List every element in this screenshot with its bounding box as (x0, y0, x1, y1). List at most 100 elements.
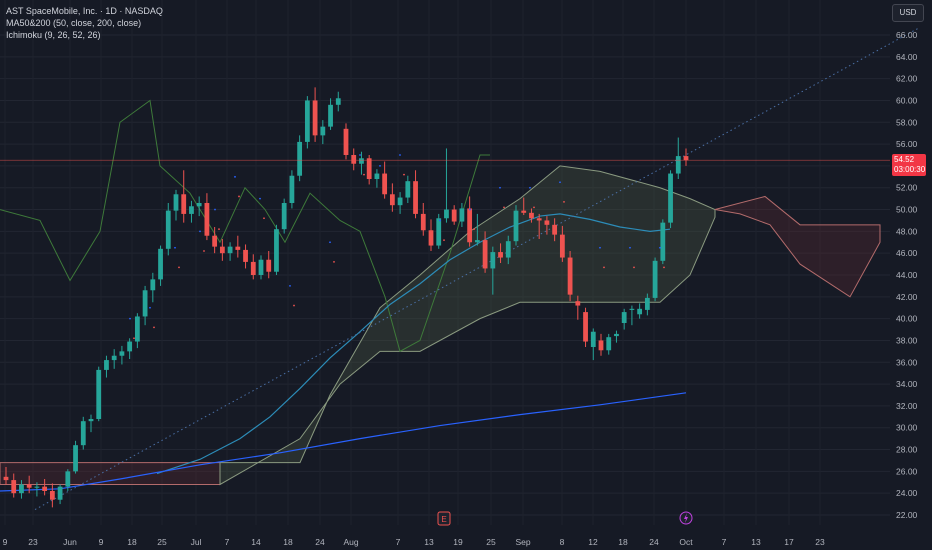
candle-body (467, 208, 473, 243)
y-tick-label: 66.00 (896, 30, 918, 40)
y-tick-label: 60.00 (896, 95, 918, 105)
kijun-dot (293, 304, 295, 307)
earnings-marker-label: E (441, 515, 446, 524)
candle-body (320, 126, 326, 136)
candle-body (19, 484, 24, 494)
ma-indicator-label[interactable]: MA50&200 (50, close, 200, close) (6, 18, 142, 28)
y-tick-label: 32.00 (896, 401, 918, 411)
x-tick-label: 23 (815, 537, 825, 547)
ichimoku-lagging-span (0, 99, 490, 353)
candle-body (189, 206, 194, 214)
earnings-marker (437, 511, 451, 526)
kijun-dot (238, 195, 240, 198)
tenkan-dot (439, 219, 441, 222)
ichimoku-indicator-label[interactable]: Ichimoku (9, 26, 52, 26) (6, 30, 101, 40)
y-tick-label: 34.00 (896, 379, 918, 389)
kijun-dot (383, 184, 385, 187)
x-tick-label: 9 (3, 537, 8, 547)
candle-body (274, 229, 279, 272)
tenkan-dot (559, 181, 561, 184)
candle-body (235, 246, 241, 250)
y-tick-label: 56.00 (896, 139, 918, 149)
candle-body (80, 421, 86, 446)
y-tick-label: 30.00 (896, 423, 918, 433)
y-tick-label: 26.00 (896, 466, 918, 476)
candle-body (521, 210, 527, 213)
price-axis: 66.0064.0062.0060.0058.0056.0054.0052.00… (896, 30, 918, 520)
x-tick-label: 18 (127, 537, 137, 547)
candle-body (34, 486, 40, 488)
candle-body (374, 173, 380, 179)
cloud-segment-bearish (714, 195, 881, 298)
candle-body (536, 218, 542, 221)
y-tick-label: 38.00 (896, 335, 918, 345)
symbol-title[interactable]: AST SpaceMobile, Inc. · 1D · NASDAQ (6, 6, 163, 16)
kijun-dot (363, 173, 365, 176)
candle-body (243, 249, 248, 262)
x-tick-label: Jul (191, 537, 202, 547)
cloud-segment-bullish (219, 165, 716, 486)
chart-overlay: E (0, 154, 890, 526)
candle-body (304, 100, 310, 142)
candle-body (513, 210, 519, 242)
candle-body (490, 252, 496, 269)
candle-body (366, 158, 372, 179)
candle-body (389, 194, 395, 206)
candlestick-series (3, 87, 689, 508)
candle-body (397, 197, 403, 206)
kijun-dot (533, 206, 535, 209)
candle-body (567, 257, 573, 295)
candle-body (3, 476, 9, 481)
trend-line (34, 28, 919, 510)
x-tick-label: 13 (424, 537, 434, 547)
candle-body (111, 355, 117, 361)
tenkan-dot (599, 246, 601, 249)
kijun-dot (503, 206, 505, 209)
candle-body (127, 341, 133, 352)
y-tick-label: 64.00 (896, 52, 918, 62)
candle-body (134, 316, 140, 342)
x-tick-label: 8 (560, 537, 565, 547)
candle-body (552, 224, 558, 235)
candle-body (629, 308, 635, 310)
candle-body (420, 213, 426, 231)
candle-body (428, 230, 434, 246)
candle-body (266, 259, 272, 272)
x-tick-label: 25 (157, 537, 167, 547)
y-tick-label: 40.00 (896, 314, 918, 324)
candle-body (482, 240, 488, 269)
candle-body (529, 212, 534, 219)
candle-body (289, 175, 295, 203)
currency-button[interactable]: USD (892, 4, 924, 22)
x-tick-label: 14 (251, 537, 261, 547)
candle-body (165, 210, 171, 249)
kijun-dot (153, 326, 155, 329)
candle-body (598, 340, 604, 351)
candle-body (258, 259, 264, 275)
y-tick-label: 22.00 (896, 510, 918, 520)
y-tick-label: 44.00 (896, 270, 918, 280)
y-tick-label: 46.00 (896, 248, 918, 258)
candle-body (683, 156, 689, 161)
candle-body (204, 203, 210, 236)
candle-body (158, 248, 163, 280)
x-tick-label: Aug (343, 537, 358, 547)
candle-body (444, 209, 449, 219)
candle-body (675, 156, 681, 174)
tenkan-dot (629, 246, 631, 249)
kijun-dot (203, 250, 205, 252)
kijun-dot (263, 217, 265, 220)
x-tick-label: 24 (315, 537, 325, 547)
candle-body (405, 181, 411, 198)
x-tick-label: 18 (283, 537, 293, 547)
last-price-label: 54.52 03:00:30 (892, 154, 926, 176)
kijun-dot (563, 201, 565, 203)
tenkan-dot (259, 197, 261, 200)
kijun-dot (443, 239, 445, 241)
candle-body (65, 471, 71, 487)
x-tick-label: 23 (28, 537, 38, 547)
candle-body (644, 297, 650, 310)
candle-body (621, 312, 627, 323)
y-tick-label: 42.00 (896, 292, 918, 302)
